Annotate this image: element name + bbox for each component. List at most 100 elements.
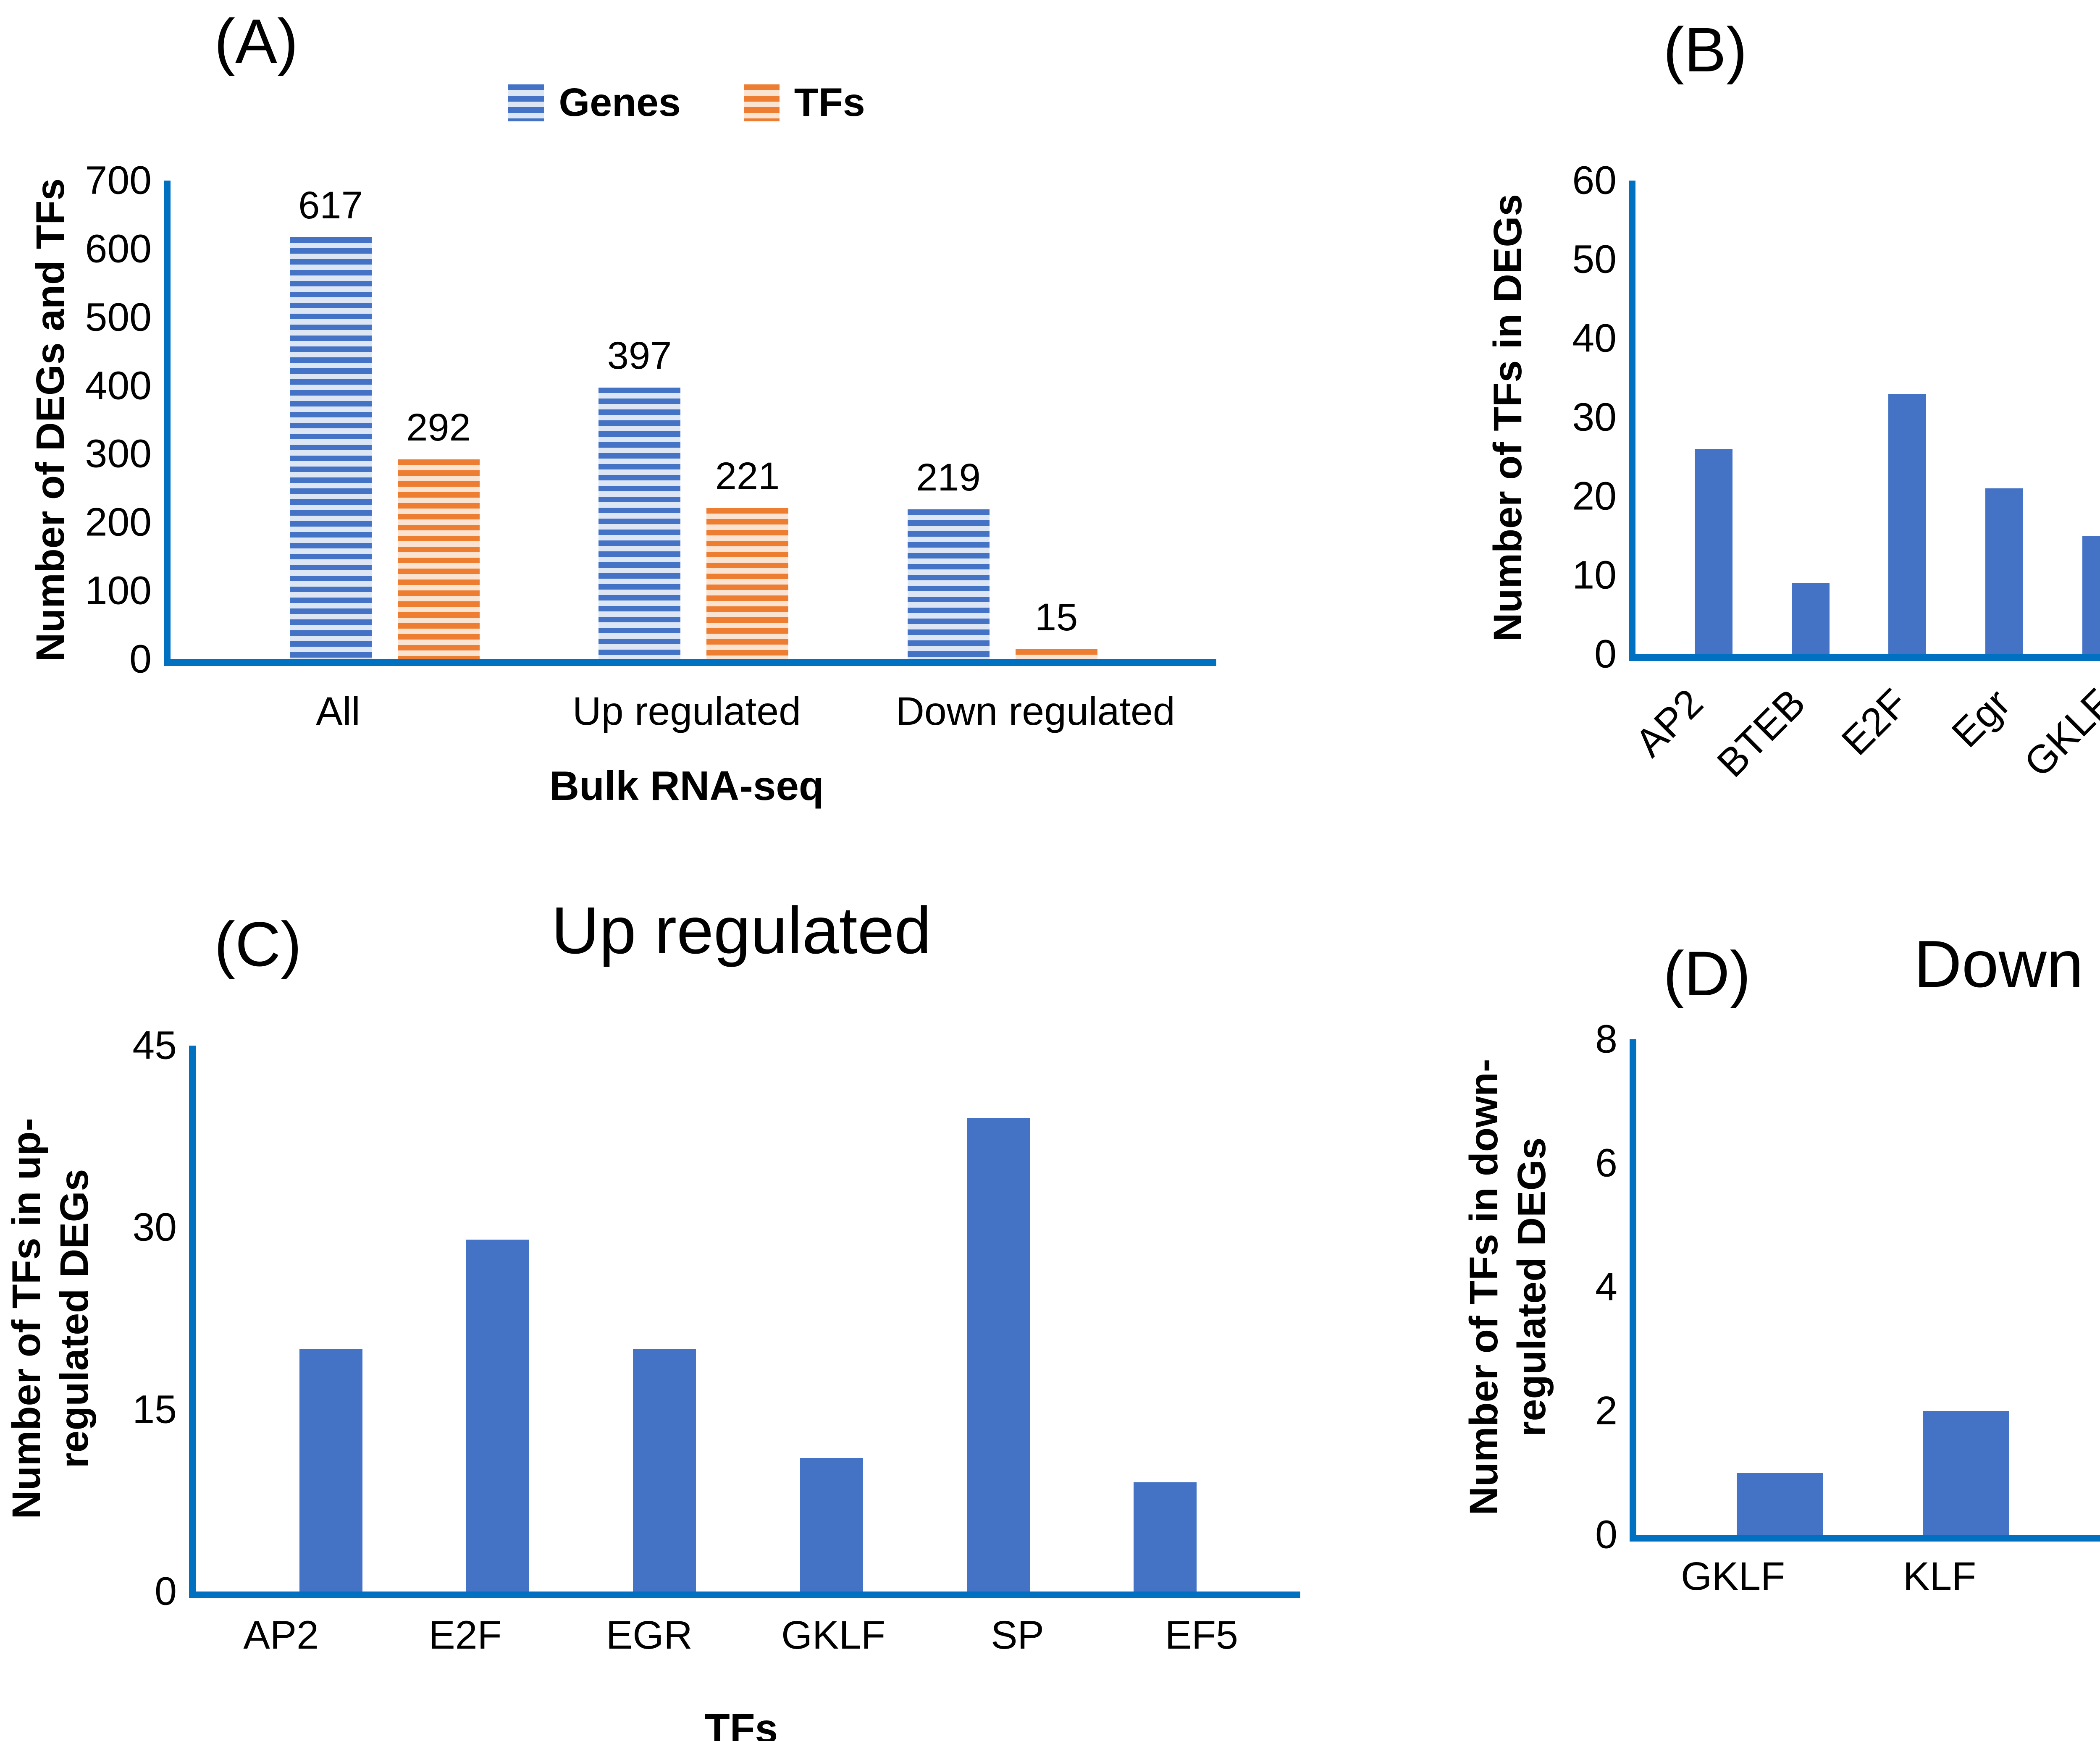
bars	[196, 1046, 1300, 1592]
x-tick-label: Up regulated	[512, 689, 861, 734]
y-tick-label: 400	[85, 363, 152, 408]
bar-group: 617 292	[289, 181, 480, 659]
x-tick-label-text: GKLF	[1680, 1554, 1785, 1599]
bar-value-label: 397	[607, 334, 672, 378]
y-tick-label: 60	[1572, 158, 1617, 203]
x-tick-label: GKLF	[741, 1613, 925, 1658]
panel-a-x-labels: All Up regulated Down regulated	[164, 689, 1210, 734]
bar-value-label: 292	[406, 406, 471, 449]
y-tick-label: 45	[132, 1023, 177, 1068]
panel-d-x-axis-title: TFs	[1630, 1654, 2100, 1702]
x-tick-label-text: Up regulated	[572, 689, 801, 734]
y-tick-label: 0	[1594, 632, 1617, 676]
bar	[633, 1349, 696, 1592]
bar	[1694, 449, 1732, 654]
y-tick-label: 600	[85, 226, 152, 271]
bar-slot	[2082, 181, 2100, 654]
bar-value-label: 617	[298, 184, 363, 227]
x-tick-label-text: KLF	[1903, 1554, 1977, 1599]
x-tick-label-text: EF5	[1165, 1613, 1238, 1657]
y-tick-label: 300	[85, 431, 152, 476]
bar	[397, 459, 480, 659]
x-tick-label: Down regulated	[861, 689, 1210, 734]
panel-d-x-labels: GKLFKLFWT1CTCFSP1	[1630, 1554, 2100, 1599]
y-tick-label: 2	[1595, 1388, 1617, 1433]
x-tick-label-text: Down regulated	[895, 689, 1175, 734]
x-tick-label: GKLF	[1630, 1554, 1836, 1599]
y-tick-label: 200	[85, 500, 152, 545]
bar-slot: 397	[598, 181, 680, 659]
panel-c: (C) Up regulated Number of TFs in up-reg…	[0, 882, 1319, 1741]
x-tick-label-text: AP2	[1627, 680, 1712, 766]
legend-swatch-genes	[508, 84, 544, 121]
bar-slot: 292	[397, 181, 480, 659]
plot-area: 0 15 30 45	[132, 1025, 1300, 1611]
bar-group: 397 221	[598, 181, 788, 659]
panel-a-letter: (A)	[214, 6, 298, 76]
legend-label-tfs: TFs	[794, 80, 865, 125]
y-tick-label: 0	[129, 637, 152, 682]
x-tick-label: EF5	[1110, 1613, 1294, 1658]
bar-slot	[1923, 1039, 2010, 1535]
panel-b-y-axis-title: Number of TFs in DEGs	[1486, 194, 1530, 642]
plot-area: 617 292 397 221 219 15 0 100 200 300 400 500 600 700	[85, 160, 1216, 679]
bar-slot: 617	[289, 181, 372, 659]
y-tick-label: 700	[85, 158, 152, 203]
panel-b-x-axis-title: TFs	[1629, 813, 2100, 860]
y-tick-label: 4	[1595, 1264, 1617, 1309]
x-tick-label-text: E2F	[1833, 680, 1916, 764]
bars: 617 292 397 221 219 15	[171, 181, 1216, 659]
bar	[1888, 393, 1927, 654]
bar-slot	[966, 1046, 1030, 1592]
legend-swatch-tfs	[743, 84, 780, 121]
bar-slot	[1985, 181, 2024, 654]
plot-area: 0 10 20 30 40 50 60	[1572, 160, 2100, 674]
legend: Genes TFs	[164, 80, 1210, 126]
x-tick-label: E2F	[373, 1613, 557, 1658]
panel-d-title: Down regulated	[1914, 927, 2100, 1001]
x-tick-label: All	[164, 689, 512, 734]
bar	[2082, 536, 2100, 654]
panel-d-letter: (D)	[1663, 938, 1751, 1009]
bar-value-label: 221	[715, 455, 780, 498]
panel-c-letter: (C)	[214, 909, 302, 979]
y-tick-label: 6	[1595, 1141, 1617, 1185]
bar	[966, 1118, 1030, 1592]
y-tick-label: 30	[1572, 395, 1617, 440]
x-tick-label: WT1	[2043, 1554, 2100, 1599]
panel-a-x-axis-title: Bulk RNA-seq	[549, 763, 824, 809]
bar-slot	[1888, 181, 1927, 654]
y-tick-label: 40	[1572, 316, 1617, 361]
bar-slot	[1791, 181, 1830, 654]
bar-slot	[633, 1046, 696, 1592]
panel-c-title: Up regulated	[551, 894, 932, 968]
bar	[289, 237, 372, 659]
bar	[1791, 583, 1830, 654]
panel-a: (A) Genes TFs Number of DEGs and TFs 617…	[0, 0, 1319, 861]
bar-slot	[1133, 1046, 1197, 1592]
x-tick-label-text: All	[316, 689, 360, 734]
x-tick-label-text: E2F	[428, 1613, 502, 1657]
legend-label-genes: Genes	[559, 80, 681, 125]
bar	[1985, 488, 2024, 654]
bar-slot: 15	[1015, 181, 1097, 659]
bar	[1737, 1473, 1823, 1535]
bar	[1015, 649, 1097, 659]
bar	[1923, 1411, 2010, 1535]
x-tick-label-text: EGR	[606, 1613, 693, 1657]
bar	[466, 1240, 530, 1592]
x-tick-label: AP2	[189, 1613, 373, 1658]
panel-c-x-labels: AP2 E2F EGR GKLF SP EF5	[189, 1613, 1294, 1658]
bar	[907, 509, 990, 659]
bar-group: 219 15	[907, 181, 1097, 659]
y-tick-label: 30	[132, 1205, 177, 1250]
legend-item-tfs: TFs	[743, 80, 865, 126]
y-tick-label: 8	[1595, 1017, 1617, 1062]
y-tick-label: 10	[1572, 553, 1617, 598]
bar-slot	[299, 1046, 363, 1592]
x-tick-label: KLF	[1836, 1554, 2043, 1599]
panel-b: (B) Number of TFs in DEGs 0 10 20 30 40 50 60 …	[1462, 0, 2100, 861]
panel-d-y-axis-title: Number of TFs in down-regulated DEGs	[1462, 1059, 1554, 1516]
bar	[598, 388, 680, 659]
